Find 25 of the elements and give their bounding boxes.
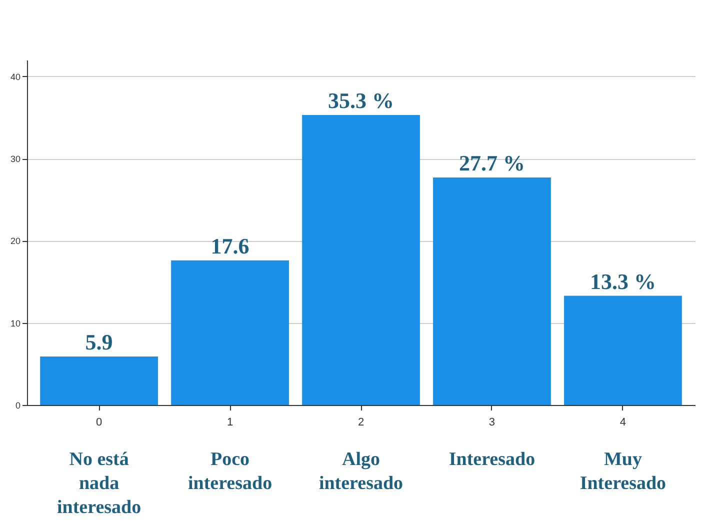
x-tick-label: 4 — [620, 416, 626, 428]
data-label: 35.3 % — [328, 88, 394, 114]
data-label: 5.9 — [85, 330, 113, 355]
data-label: 17.6 — [210, 233, 250, 258]
data-label: 27.7 % — [458, 150, 525, 176]
y-tick-label: 20 — [10, 236, 20, 246]
bar — [302, 115, 420, 405]
x-tick-label: 2 — [358, 416, 364, 428]
bar — [171, 260, 289, 405]
text: Poco interesado — [188, 449, 272, 494]
y-tick-label: 0 — [15, 400, 20, 410]
bar — [40, 356, 158, 405]
data-label: 13.3 % — [590, 268, 656, 294]
text: Algo interesado — [318, 449, 404, 494]
y-tick-label: 40 — [10, 72, 20, 82]
y-tick-label: 10 — [10, 318, 20, 328]
x-tick-label: 0 — [96, 416, 102, 428]
text: Interesado — [448, 449, 536, 470]
text: Muy Interesado — [580, 449, 666, 494]
bar — [564, 296, 682, 405]
y-tick-label: 30 — [10, 154, 20, 164]
x-tick-label: 1 — [226, 416, 234, 428]
bar — [433, 177, 551, 405]
text: No está nada interesado — [56, 449, 142, 518]
x-tick-label: 3 — [488, 416, 496, 428]
